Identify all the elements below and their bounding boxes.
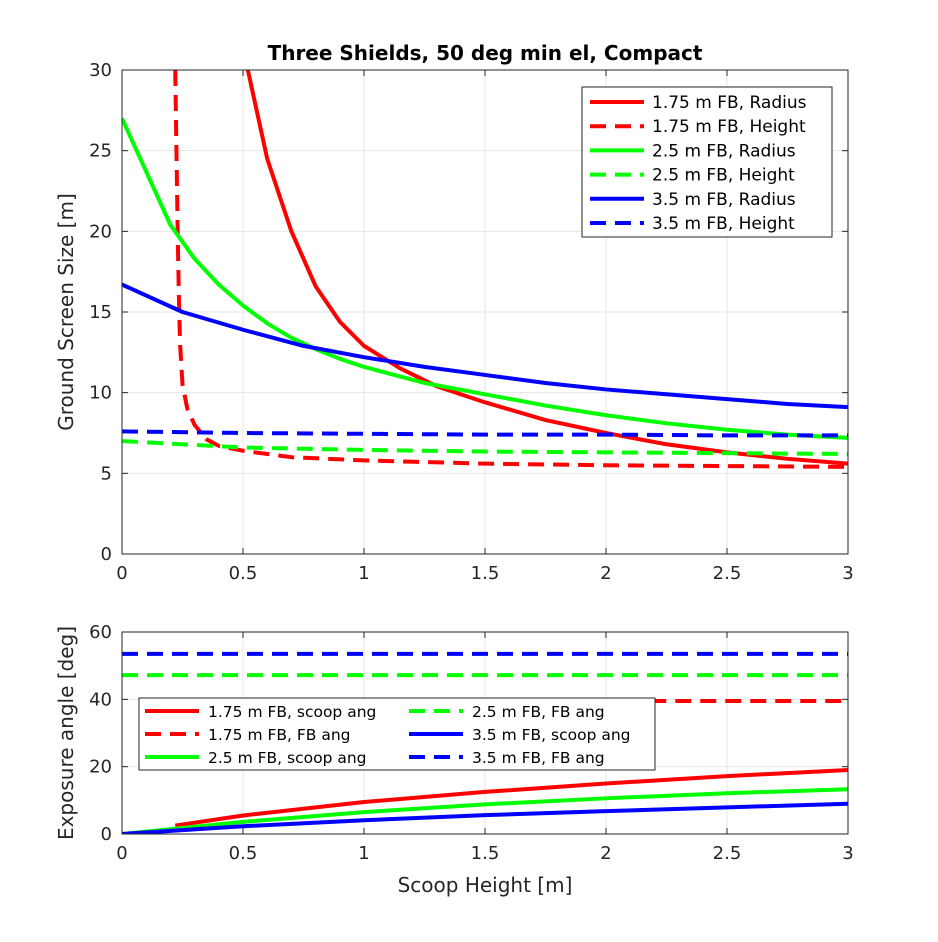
x-tick-label: 1.5 — [471, 563, 500, 584]
x-tick-label: 0.5 — [229, 563, 258, 584]
x-tick-label: 0 — [116, 843, 127, 864]
legend-label-1-75-m-fb-fb-ang: 1.75 m FB, FB ang — [208, 726, 351, 744]
legend-box-1 — [138, 697, 656, 771]
x-tick-label: 0.5 — [229, 843, 258, 864]
legend-label-1-75-m-fb-radius: 1.75 m FB, Radius — [652, 93, 807, 113]
y-tick-label: 25 — [89, 141, 112, 162]
y-tick-label: 20 — [89, 757, 112, 778]
series-line-3-5-m-fb-height — [122, 429, 848, 438]
y-axis-label: Ground Screen Size [m] — [54, 193, 78, 431]
legend-label-2-5-m-fb-radius: 2.5 m FB, Radius — [652, 141, 796, 161]
series-line-2-5-m-fb-radius — [122, 117, 848, 440]
legend-box-0 — [581, 86, 833, 238]
legend-label-3-5-m-fb-height: 3.5 m FB, Height — [652, 214, 795, 234]
y-tick-label: 30 — [89, 60, 112, 81]
y-tick-label: 5 — [101, 463, 112, 484]
x-tick-label: 2 — [600, 843, 611, 864]
y-tick-label: 20 — [89, 221, 112, 242]
series-line-3-5-m-fb-radius — [122, 282, 848, 410]
series-line-1-75-m-fb-height — [173, 70, 848, 469]
x-tick-label: 2 — [600, 563, 611, 584]
legend-label-3-5-m-fb-scoop-ang: 3.5 m FB, scoop ang — [472, 726, 631, 744]
y-tick-label: 10 — [89, 383, 112, 404]
y-tick-label: 40 — [89, 689, 112, 710]
x-tick-label: 2.5 — [713, 563, 742, 584]
legend-label-1-75-m-fb-height: 1.75 m FB, Height — [652, 117, 806, 137]
legend-label-3-5-m-fb-radius: 3.5 m FB, Radius — [652, 190, 796, 210]
chart-title: Three Shields, 50 deg min el, Compact — [268, 41, 703, 65]
legend-label-3-5-m-fb-fb-ang: 3.5 m FB, FB ang — [472, 749, 605, 767]
axes-frame-1 — [121, 631, 849, 835]
series-line-2-5-m-fb-scoop-ang — [122, 787, 848, 834]
axes-frame-0 — [121, 69, 849, 555]
x-tick-label: 2.5 — [713, 843, 742, 864]
y-tick-label: 0 — [101, 544, 112, 565]
legend-label-2-5-m-fb-fb-ang: 2.5 m FB, FB ang — [472, 703, 605, 721]
series-group-0 — [122, 70, 848, 469]
series-line-3-5-m-fb-scoop-ang — [122, 801, 848, 834]
x-tick-label: 1 — [358, 563, 369, 584]
y-tick-label: 60 — [89, 622, 112, 643]
y-tick-label: 0 — [101, 824, 112, 845]
y-axis-label: Exposure angle [deg] — [54, 626, 78, 840]
x-tick-label: 0 — [116, 563, 127, 584]
x-tick-label: 1.5 — [471, 843, 500, 864]
x-tick-label: 3 — [842, 843, 853, 864]
legend-label-2-5-m-fb-height: 2.5 m FB, Height — [652, 166, 795, 186]
x-tick-label: 3 — [842, 563, 853, 584]
legend-label-2-5-m-fb-scoop-ang: 2.5 m FB, scoop ang — [208, 749, 367, 767]
legend-label-1-75-m-fb-scoop-ang: 1.75 m FB, scoop ang — [208, 703, 376, 721]
x-axis-label: Scoop Height [m] — [398, 873, 573, 897]
series-line-2-5-m-fb-height — [122, 439, 848, 456]
x-tick-label: 1 — [358, 843, 369, 864]
series-line-1-75-m-fb-scoop-ang — [174, 768, 848, 828]
y-tick-label: 15 — [89, 302, 112, 323]
